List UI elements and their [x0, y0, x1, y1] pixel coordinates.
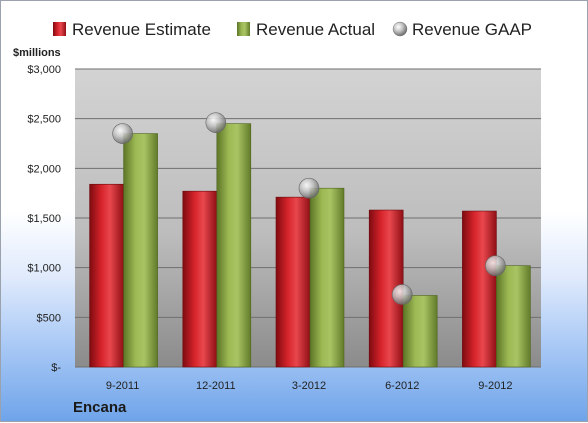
- unit-label: $millions: [13, 47, 61, 59]
- revenue-actual-bar: [216, 123, 252, 368]
- revenue-estimate-bar: [462, 210, 497, 368]
- revenue-actual-bar: [402, 295, 438, 368]
- y-tick-label: $2,500: [27, 114, 61, 126]
- y-tick-label: $1,000: [27, 263, 61, 275]
- revenue-actual-bar: [309, 187, 345, 368]
- legend-gaap-swatch: [392, 21, 408, 37]
- y-tick-label: $500: [37, 312, 61, 324]
- revenue-gaap-marker: [205, 112, 227, 133]
- revenue-estimate-bar: [182, 190, 218, 368]
- x-tick-label: 3-2012: [292, 380, 326, 392]
- revenue-gaap-marker: [485, 255, 506, 276]
- bars: [89, 123, 531, 368]
- y-tick-label: $1,500: [27, 213, 61, 225]
- revenue-estimate-bar: [275, 196, 311, 368]
- x-tick-label: 9-2011: [106, 380, 139, 392]
- y-tick-label: $3,000: [27, 64, 61, 76]
- x-tick-label: 12-2011: [196, 380, 236, 392]
- revenue-gaap-marker: [391, 284, 413, 305]
- legend-label: Revenue GAAP: [412, 20, 532, 39]
- gaap-markers: [112, 112, 506, 305]
- y-tick-label: $-: [51, 362, 61, 374]
- revenue-actual-bar: [123, 133, 158, 368]
- x-tick-label: 6-2012: [385, 380, 419, 392]
- x-tick-label: 9-2012: [478, 380, 512, 392]
- x-axis-labels: 9-2011 12-2011 3-2012 6-2012 9-2012: [106, 380, 513, 392]
- legend-label: Revenue Estimate: [72, 20, 211, 39]
- revenue-actual-bar: [496, 265, 531, 368]
- company-name: Encana: [73, 399, 127, 416]
- y-tick-label: $2,000: [27, 163, 61, 175]
- legend-estimate-swatch: [53, 22, 66, 36]
- y-axis-labels: $- $500 $1,000 $1,500 $2,000 $2,500 $3,000: [27, 64, 61, 374]
- revenue-gaap-marker: [112, 123, 133, 144]
- revenue-estimate-bar: [89, 183, 124, 368]
- legend-label: Revenue Actual: [256, 20, 375, 39]
- legend: Revenue Estimate Revenue Actual Revenue GA…: [53, 20, 532, 39]
- legend-actual-swatch: [237, 22, 250, 36]
- revenue-gaap-marker: [298, 177, 320, 199]
